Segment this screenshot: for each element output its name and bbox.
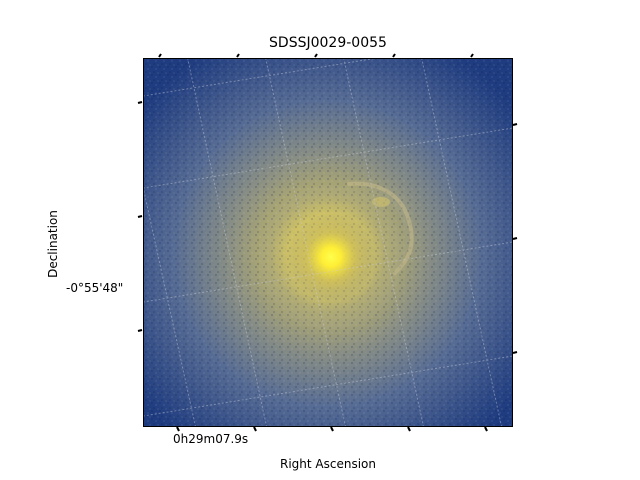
image-title: SDSSJ0029-0055 bbox=[269, 35, 387, 51]
image-border bbox=[143, 58, 513, 427]
axis-ticks bbox=[137, 53, 518, 432]
x-axis-label: Right Ascension bbox=[280, 457, 376, 471]
y-axis-label: Declination bbox=[46, 210, 60, 278]
right-ascension-tick-label: 0h29m07.9s bbox=[173, 432, 249, 446]
coordinate-grid bbox=[143, 58, 513, 427]
sky-image-panel bbox=[137, 53, 518, 432]
galaxy-core bbox=[287, 213, 375, 301]
declination-tick-label: -0°55'48" bbox=[66, 281, 124, 295]
lens-arc bbox=[336, 171, 428, 288]
